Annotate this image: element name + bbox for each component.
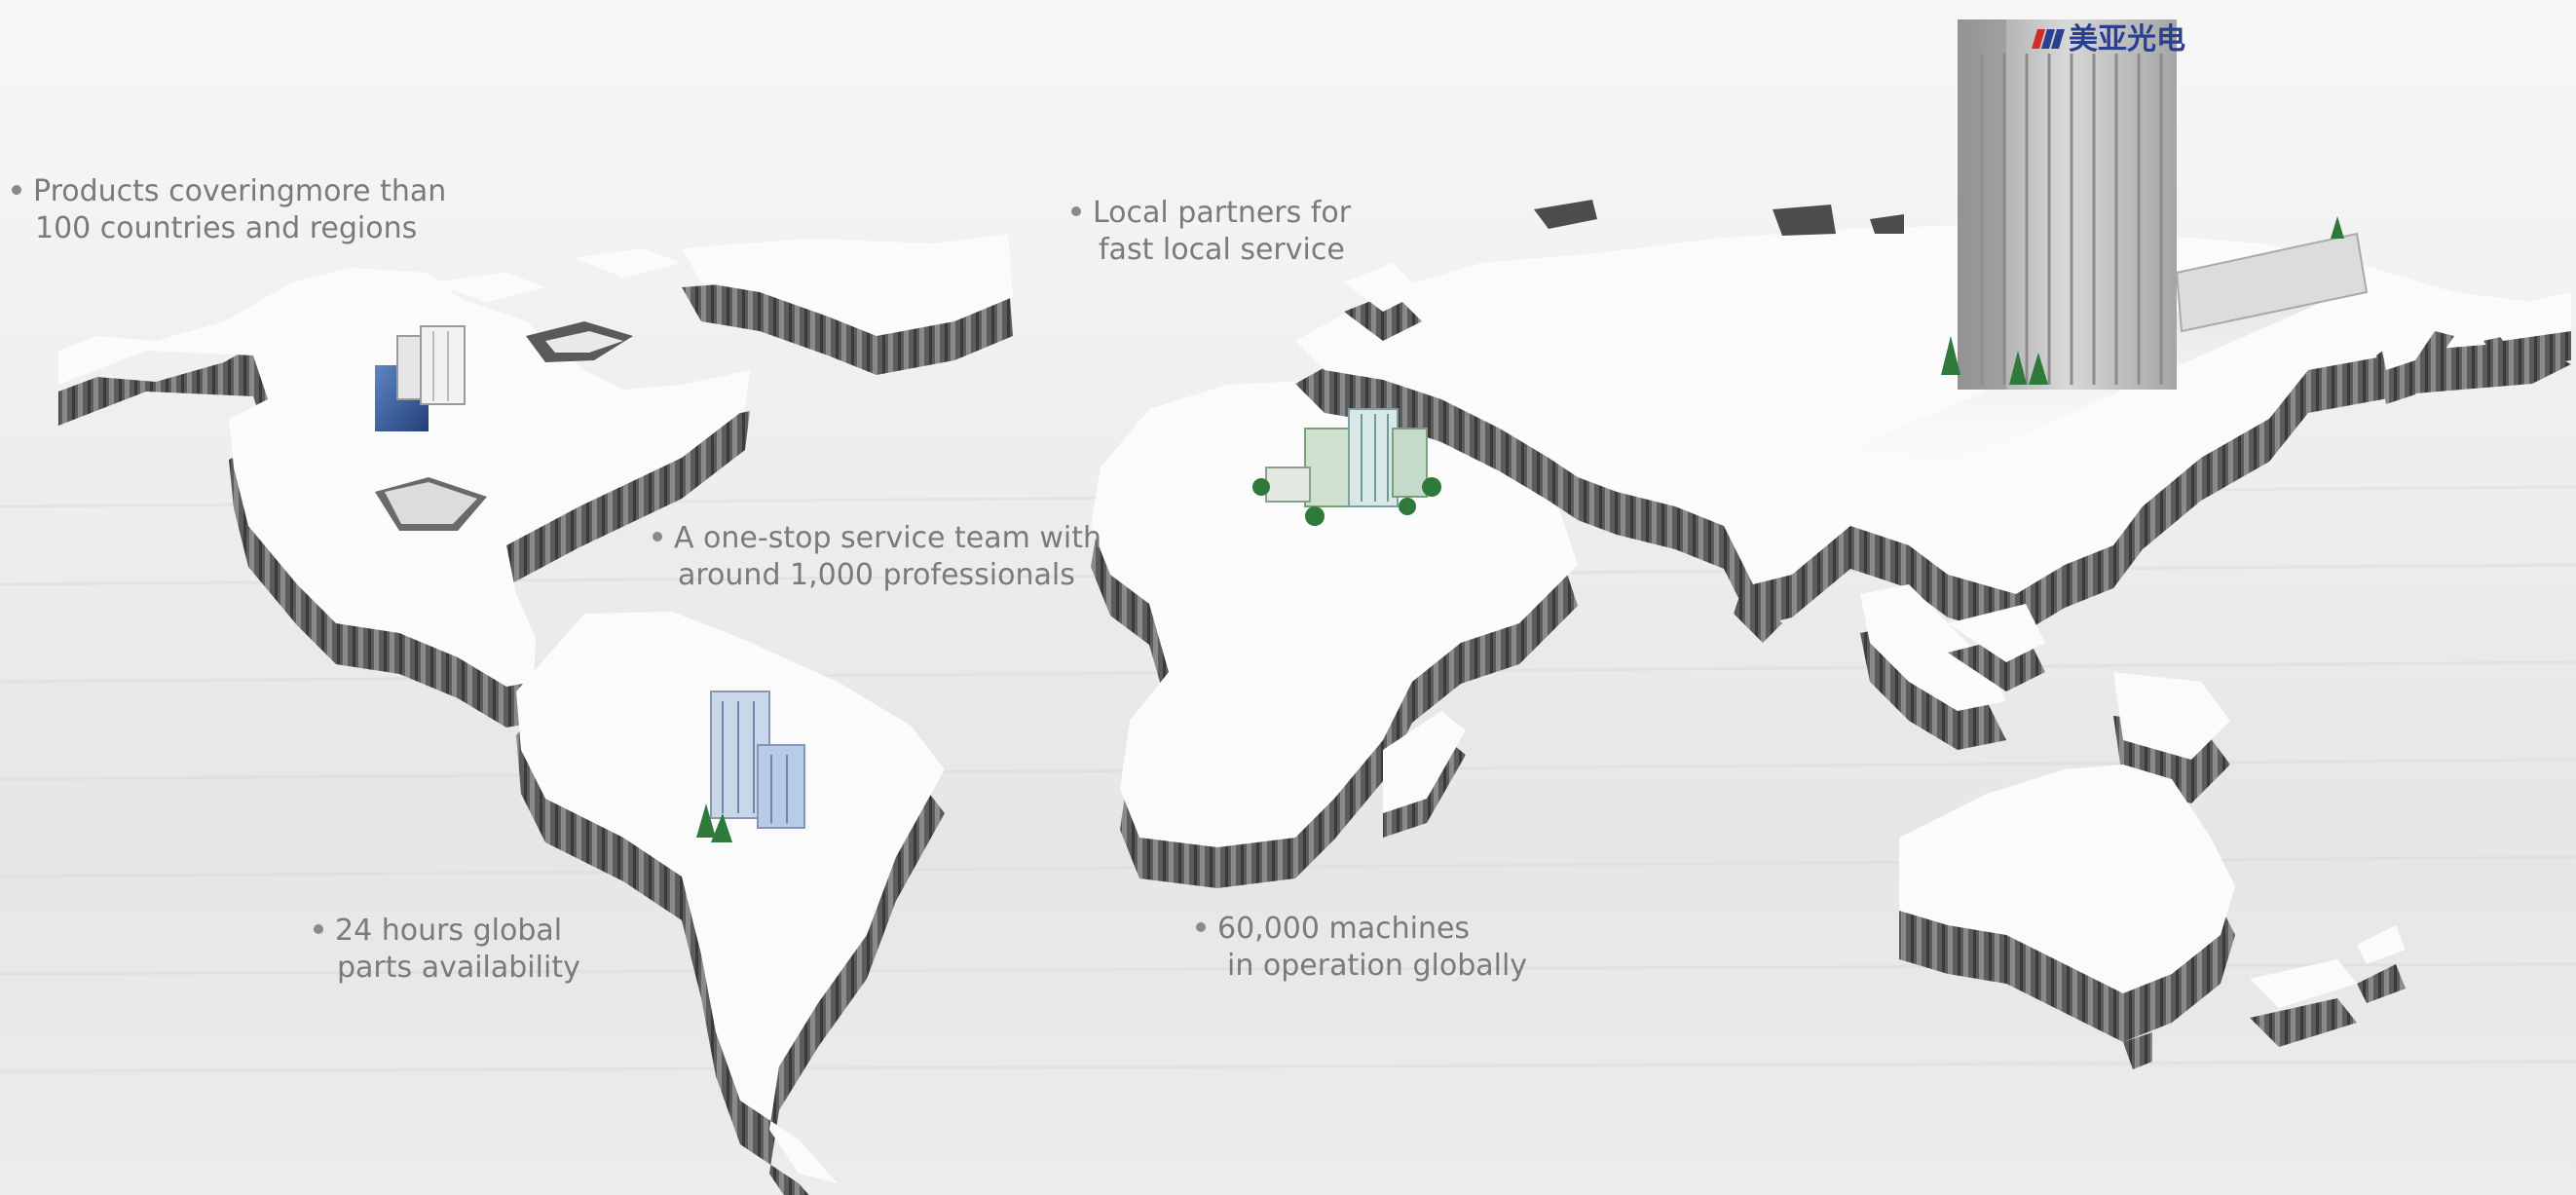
continent-south-america [516, 612, 945, 1195]
callout-parts-line2: parts availability [337, 951, 580, 985]
callout-machines-line1: 60,000 machines [1217, 912, 1471, 946]
callout-service-team-line2: around 1,000 professionals [678, 558, 1075, 592]
callout-partners-line1: Local partners for [1093, 196, 1352, 230]
bullet-icon [12, 184, 21, 195]
bullet-icon [314, 923, 323, 934]
bullet-icon [1071, 205, 1081, 216]
office-buildings-icon [1265, 408, 1428, 507]
callout-products: Products coveringmore than 100 countries… [12, 173, 446, 247]
callout-machines-line2: in operation globally [1227, 949, 1528, 983]
tree-icon [696, 803, 732, 842]
office-buildings-icon [375, 325, 466, 431]
callout-service-team-line1: A one-stop service team with [674, 521, 1102, 555]
callout-products-line2: 100 countries and regions [35, 211, 418, 245]
continent-southeast-asia [1860, 584, 2230, 803]
tree-icon [1252, 477, 1441, 526]
callout-service-team: A one-stop service team with around 1,00… [653, 520, 1101, 594]
callout-parts: 24 hours global parts availability [314, 913, 580, 987]
callout-products-line1: Products coveringmore than [33, 174, 447, 208]
logo-text: 美亚光电 [2069, 22, 2185, 56]
tree-icon [1941, 216, 2344, 385]
callout-parts-line1: 24 hours global [335, 914, 563, 948]
continent-africa [1091, 380, 1578, 888]
continent-australia [1899, 765, 2406, 1069]
office-buildings-icon [710, 691, 805, 829]
bullet-icon [653, 531, 662, 541]
headquarters-tower [1958, 19, 2369, 390]
bullet-icon [1196, 921, 1206, 932]
continent-north-america [58, 234, 1013, 728]
callout-partners: Local partners for fast local service [1071, 195, 1351, 269]
company-logo: 美亚光电 [2032, 22, 2185, 56]
callout-partners-line2: fast local service [1099, 233, 1345, 267]
callout-machines: 60,000 machines in operation globally [1196, 911, 1527, 985]
